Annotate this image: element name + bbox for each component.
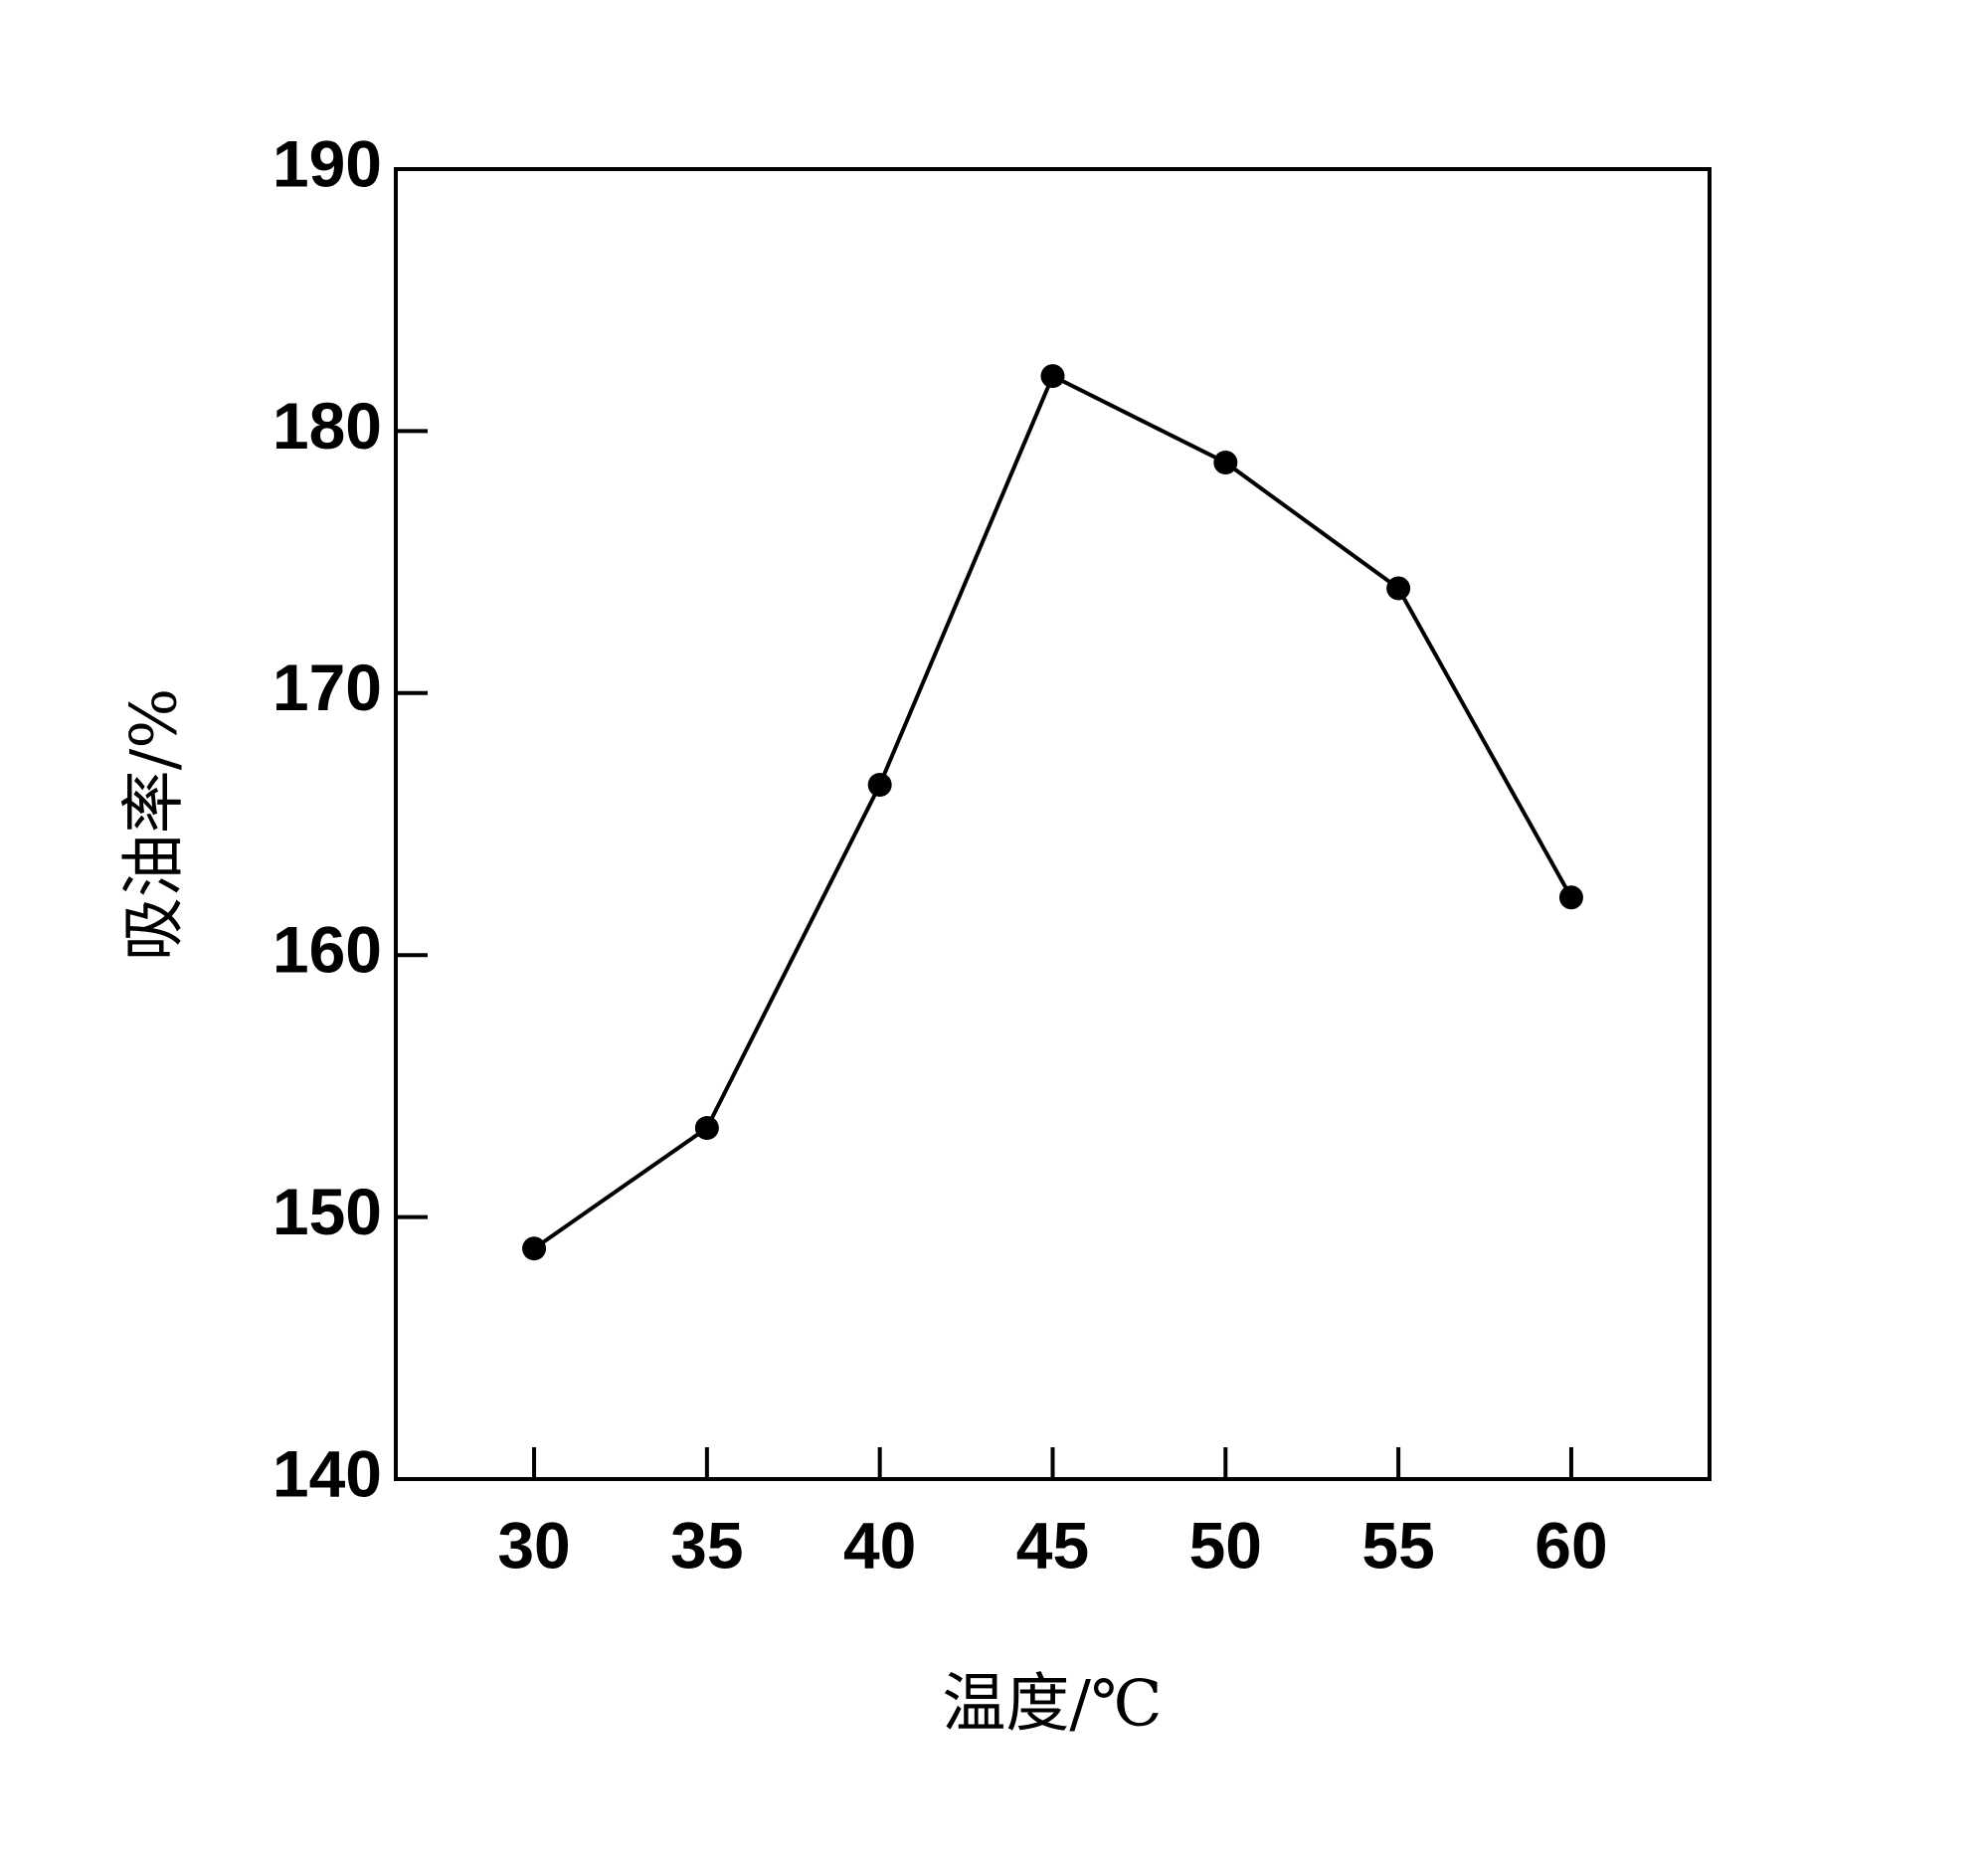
x-tick-label: 50 (1189, 1508, 1262, 1582)
y-tick-label: 170 (272, 651, 382, 724)
x-tick-label: 55 (1361, 1508, 1434, 1582)
y-tick-label: 150 (272, 1175, 382, 1248)
data-point (867, 772, 892, 797)
y-axis-label: 吸油率/% (118, 688, 192, 961)
x-tick-label: 30 (497, 1508, 570, 1582)
x-tick-label: 45 (1016, 1508, 1089, 1582)
data-point (1386, 576, 1411, 601)
data-point (694, 1116, 719, 1141)
y-tick-label: 180 (272, 389, 382, 463)
y-tick-label: 160 (272, 913, 382, 987)
series-line (532, 373, 1573, 1250)
x-tick-label: 60 (1535, 1508, 1607, 1582)
x-tick-label: 35 (670, 1508, 743, 1582)
data-point (1213, 451, 1238, 475)
x-axis-label: 温度/℃ (942, 1668, 1162, 1742)
x-tick-label: 40 (843, 1508, 916, 1582)
data-point (1040, 364, 1065, 389)
data-point (522, 1236, 547, 1261)
y-tick-label: 190 (272, 126, 382, 200)
y-tick-label: 140 (272, 1436, 382, 1510)
data-point (1558, 885, 1583, 910)
